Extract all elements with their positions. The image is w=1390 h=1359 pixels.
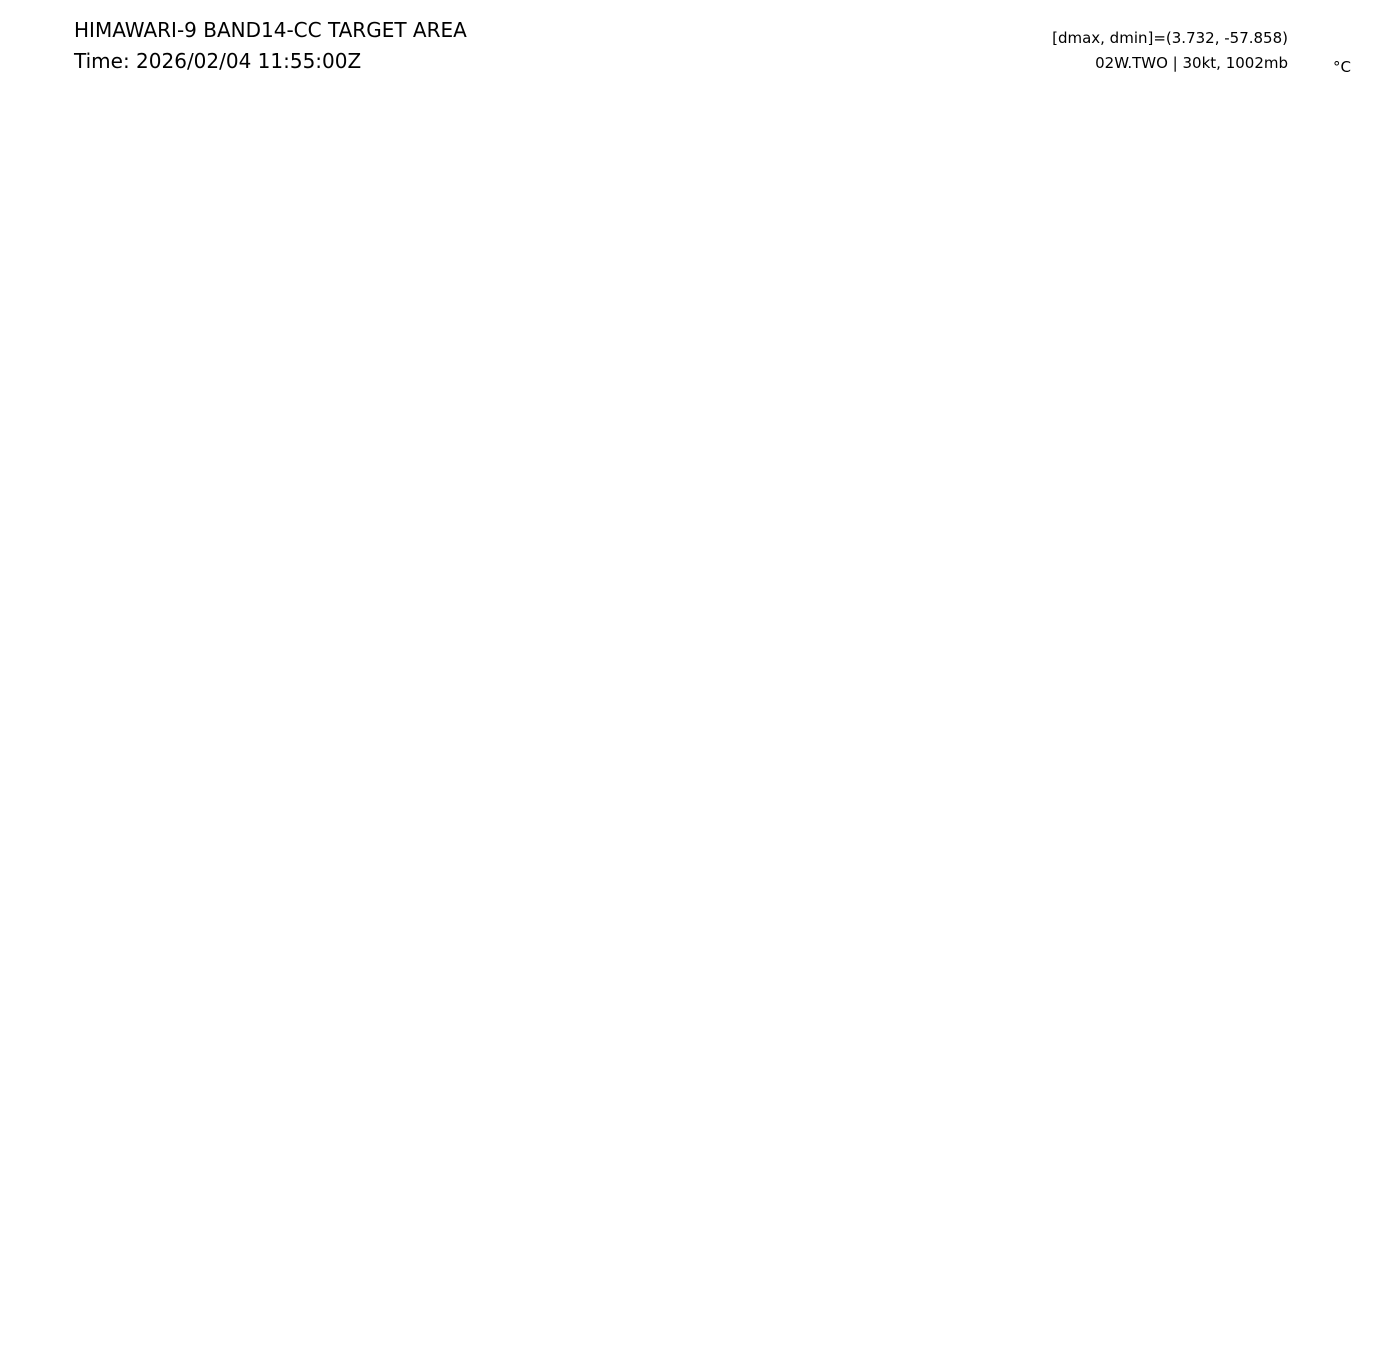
colorbar-unit-label: °C xyxy=(1333,58,1351,76)
storm-info-label: 02W.TWO | 30kt, 1002mb xyxy=(1095,54,1288,72)
dmax-dmin-label: [dmax, dmin]=(3.732, -57.858) xyxy=(1052,29,1288,47)
page-title: HIMAWARI-9 BAND14-CC TARGET AREA xyxy=(74,18,467,42)
timestamp-label: Time: 2026/02/04 11:55:00Z xyxy=(74,49,362,73)
copyright-watermark: Copyright © 2020-2026 Dapiya xyxy=(76,1283,373,1303)
